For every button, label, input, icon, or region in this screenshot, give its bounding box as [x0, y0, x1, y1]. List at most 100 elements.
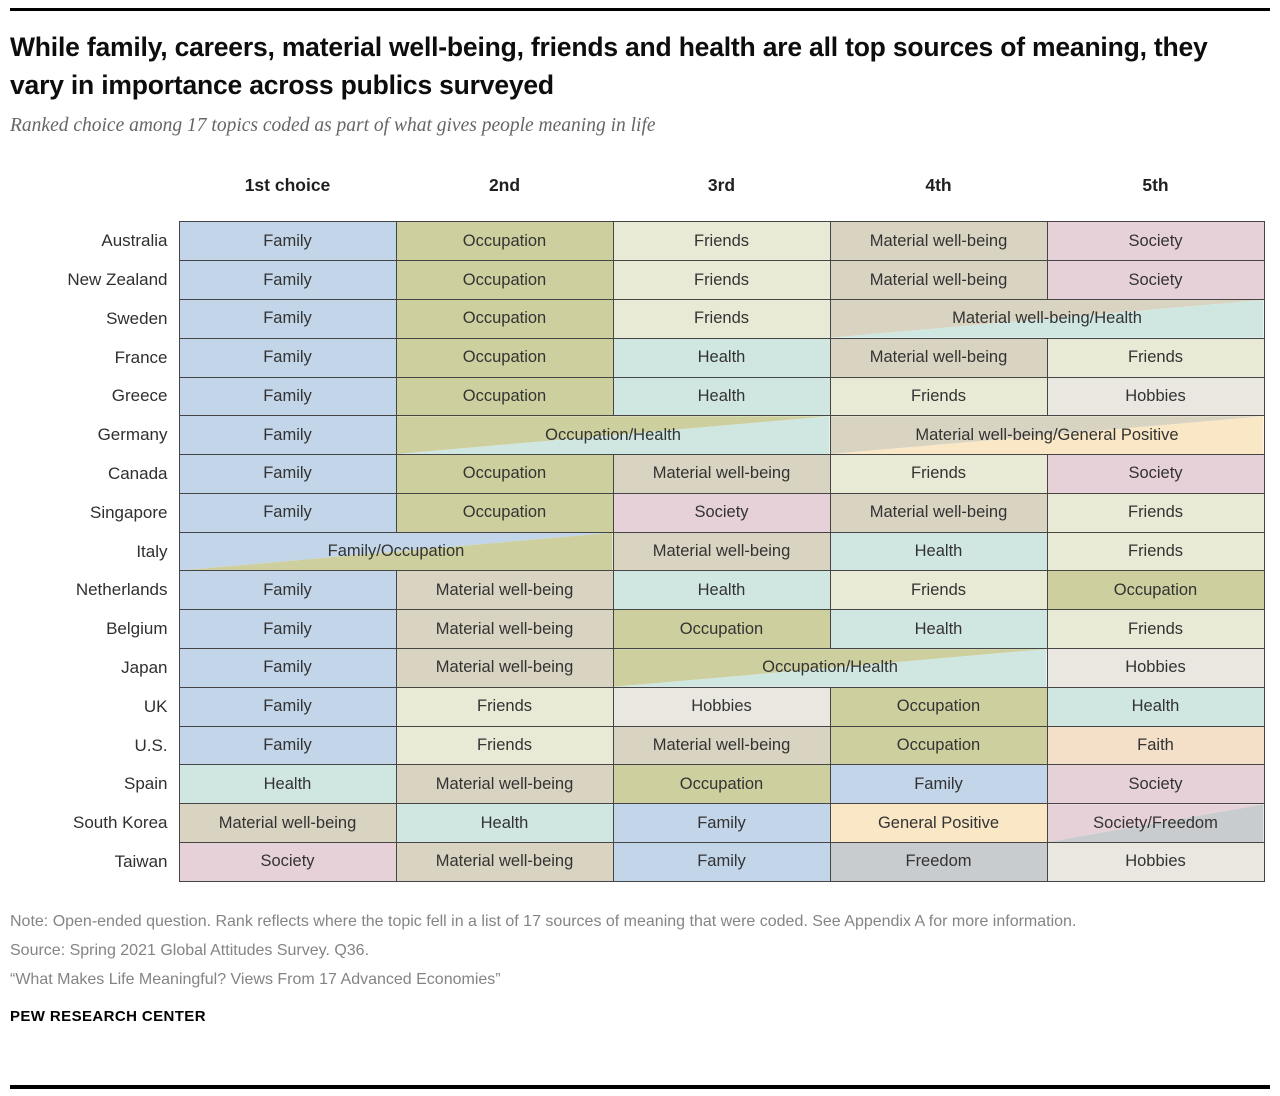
- rank-cell-label: Society: [1128, 270, 1183, 289]
- rank-cell-label: Friends: [1127, 542, 1184, 561]
- rank-cell: Friends: [829, 454, 1048, 494]
- rank-cell: Family: [612, 803, 831, 844]
- rank-cell-label: Faith: [1137, 736, 1174, 755]
- rank-cell-label: Friends: [1127, 348, 1184, 367]
- rank-cell-label: Friends: [693, 270, 750, 289]
- table-row: France Family Occupation Health Material wel…: [10, 337, 1265, 378]
- row-label: Belgium: [10, 609, 179, 649]
- rank-cell: Society: [1046, 764, 1265, 805]
- rank-cell-label: Family: [263, 270, 312, 289]
- rank-cell-label: General Positive: [877, 813, 1000, 832]
- rank-cell-label: Family: [263, 736, 312, 755]
- rank-cell: Family: [178, 376, 397, 417]
- rank-cell: Hobbies: [1046, 648, 1265, 688]
- rank-cell: Material well-being: [395, 842, 614, 882]
- rank-cell: Friends: [1046, 531, 1265, 572]
- rank-cell-label: Health: [697, 348, 746, 367]
- rank-cell: Family: [829, 764, 1048, 805]
- rank-cell: Society: [178, 842, 397, 882]
- rank-cell: Occupation: [829, 686, 1048, 727]
- rank-cell-label: Health: [1131, 697, 1180, 716]
- rank-cell-label: Family: [263, 619, 312, 638]
- chart-subtitle: Ranked choice among 17 topics coded as p…: [10, 115, 656, 137]
- rank-cell: Material well-being/Health: [829, 298, 1265, 339]
- rank-cell-label: Health: [914, 542, 963, 561]
- rank-cell: Hobbies: [1046, 376, 1265, 417]
- table-row: Japan Family Material well-being Occupation…: [10, 648, 1265, 688]
- rank-cell-label: Material well-being: [435, 658, 574, 677]
- rank-cell: Material well-being: [612, 531, 831, 572]
- rank-cell-label: Friends: [1127, 503, 1184, 522]
- rank-cell-label: Material well-being: [652, 736, 791, 755]
- rank-cell: Society: [1046, 454, 1265, 494]
- table-row: U.S. Family Friends Material well-being Occu…: [10, 725, 1265, 766]
- rank-cell: Health: [612, 337, 831, 378]
- rank-cell: General Positive: [829, 803, 1048, 844]
- rank-cell-label: Material well-being: [869, 270, 1008, 289]
- rank-cell-label: Friends: [476, 697, 533, 716]
- rank-cell-label: Family: [914, 774, 963, 793]
- note-text: Note: Open-ended question. Rank reflects…: [10, 912, 1077, 930]
- rank-cell: Occupation: [395, 454, 614, 494]
- rank-cell-label: Material well-being: [435, 852, 574, 871]
- row-label: Taiwan: [10, 842, 179, 882]
- rank-cell-label: Material well-being: [652, 464, 791, 483]
- rank-cell: Friends: [1046, 337, 1265, 378]
- table-row: Italy Family/Occupation Material well-bein…: [10, 531, 1265, 572]
- column-header: 4th: [925, 175, 952, 196]
- rank-cell-label: Material well-being: [435, 619, 574, 638]
- column-header: 5th: [1142, 175, 1169, 196]
- rank-cell-label: Family: [263, 697, 312, 716]
- rank-cell: Health: [395, 803, 614, 844]
- rank-cell-label: Friends: [910, 580, 967, 599]
- rank-cell: Occupation: [395, 221, 614, 262]
- rank-cell-label: Occupation/Health: [545, 425, 681, 444]
- rank-cell-label: Family: [697, 813, 746, 832]
- rank-cell: Friends: [829, 570, 1048, 611]
- rank-cell: Occupation/Health: [612, 648, 1048, 688]
- row-label: France: [10, 338, 179, 377]
- rank-cell-label: Family/Occupation: [327, 542, 465, 561]
- rank-cell: Health: [1046, 686, 1265, 727]
- rank-cell: Society/Freedom: [1046, 803, 1265, 844]
- rank-cell-label: Family: [263, 348, 312, 367]
- rank-cell-label: Family: [263, 580, 312, 599]
- rank-cell-label: Family: [697, 852, 746, 871]
- rank-cell: Family: [178, 298, 397, 339]
- bottom-divider: [10, 1085, 1270, 1089]
- rank-cell: Faith: [1046, 725, 1265, 766]
- rank-cell-label: Hobbies: [1125, 852, 1186, 871]
- table-row: Canada Family Occupation Material well-bein…: [10, 454, 1265, 494]
- table-row: Sweden Family Occupation Friends Material we…: [10, 298, 1265, 339]
- rank-cell-label: Occupation: [679, 774, 764, 793]
- rank-cell: Friends: [612, 298, 831, 339]
- rank-cell: Freedom: [829, 842, 1048, 882]
- rank-cell: Society: [612, 492, 831, 533]
- rank-cell-label: Occupation: [462, 270, 547, 289]
- rank-cell: Friends: [395, 725, 614, 766]
- rank-cell: Friends: [1046, 609, 1265, 650]
- table-body: Australia Family Occupation Friends Material…: [10, 221, 1265, 882]
- rank-cell: Family: [178, 415, 397, 456]
- rank-cell-label: Society: [694, 503, 749, 522]
- rank-cell-label: Occupation: [462, 348, 547, 367]
- rank-cell-label: Friends: [693, 231, 750, 250]
- table-row: New Zealand Family Occupation Friends Materi…: [10, 260, 1265, 300]
- rank-cell-label: Occupation: [896, 736, 981, 755]
- footnotes: Note: Open-ended question. Rank reflects…: [10, 907, 1270, 994]
- rank-cell: Family: [178, 686, 397, 727]
- rank-cell: Family: [178, 570, 397, 611]
- rank-cell: Health: [178, 764, 397, 805]
- rank-cell: Material well-being: [829, 221, 1048, 262]
- rank-cell-label: Health: [697, 580, 746, 599]
- row-label: Japan: [10, 648, 179, 688]
- rank-cell-label: Society: [1128, 231, 1183, 250]
- rank-cell-label: Material well-being: [218, 813, 357, 832]
- row-label: Netherlands: [10, 570, 179, 610]
- table-row: Greece Family Occupation Health Friends Hobbi…: [10, 376, 1265, 417]
- rank-cell-label: Society: [1128, 464, 1183, 483]
- table-row: South Korea Material well-being Health Fami…: [10, 803, 1265, 844]
- rank-cell: Society: [1046, 260, 1265, 300]
- rank-cell-label: Friends: [476, 736, 533, 755]
- column-header: 1st choice: [244, 175, 331, 196]
